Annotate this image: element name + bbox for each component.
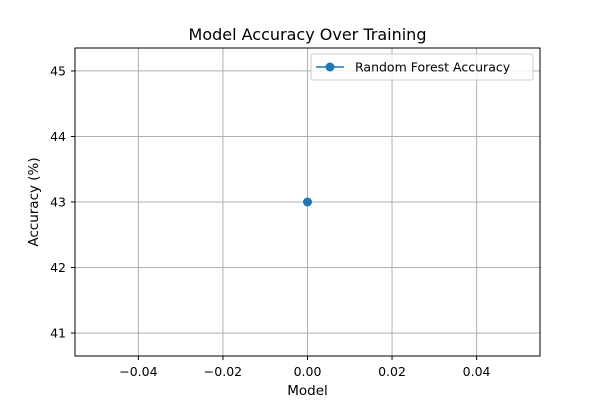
y-tick-label: 42 [50,260,66,275]
x-tick-label: 0.02 [378,364,406,379]
x-axis-label: Model [287,383,328,399]
y-axis-ticks: 41 42 43 44 45 [50,63,75,341]
y-tick-label: 44 [50,129,66,144]
legend-marker [325,62,335,72]
y-tick-label: 41 [50,326,66,341]
series-layer [303,197,312,207]
x-tick-label: −0.04 [119,364,157,379]
chart-title: Model Accuracy Over Training [189,25,427,44]
y-axis-label: Accuracy (%) [26,157,42,246]
legend-box [310,53,534,81]
x-tick-label: 0.00 [294,364,322,379]
x-tick-label: 0.04 [463,364,491,379]
data-point [303,197,312,207]
x-axis-ticks: −0.04 −0.02 0.00 0.02 0.04 [119,356,491,379]
y-tick-label: 43 [50,195,66,210]
y-tick-label: 45 [50,63,66,78]
x-tick-label: −0.02 [204,364,242,379]
legend-label: Random Forest Accuracy [355,60,511,75]
legend: Random Forest Accuracy [310,53,534,81]
